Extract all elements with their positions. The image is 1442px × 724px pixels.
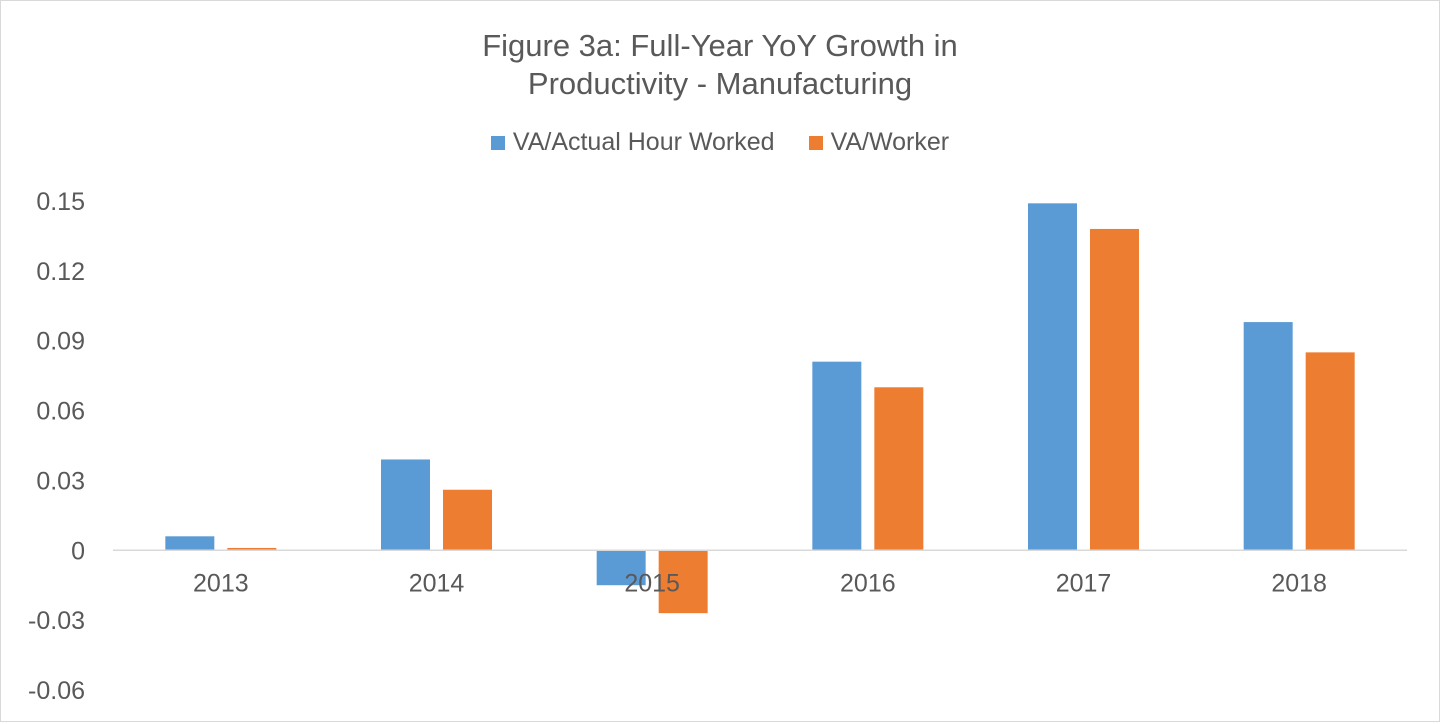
y-tick-label: 0.15 xyxy=(36,188,85,216)
bar-va-worker-2014 xyxy=(443,489,492,551)
legend-swatch-va-per-hour xyxy=(490,135,505,150)
bar-va-worker-2015 xyxy=(658,550,708,614)
y-tick-label: 0.06 xyxy=(36,398,85,426)
legend-label-va-per-hour: VA/Actual Hour Worked xyxy=(512,128,775,156)
bar-va-actual-hour-worked-2014 xyxy=(381,459,430,551)
bar-va-actual-hour-worked-2015 xyxy=(596,550,646,586)
x-tick-label: 2018 xyxy=(1271,569,1327,597)
chart-title-line-1: Figure 3a: Full-Year YoY Growth in xyxy=(482,28,958,63)
x-tick-label: 2013 xyxy=(193,569,249,597)
y-tick-label: 0.12 xyxy=(36,258,85,286)
legend-item-va-per-hour: VA/Actual Hour Worked xyxy=(490,128,775,157)
bar-va-actual-hour-worked-2016 xyxy=(812,361,862,551)
bar-va-actual-hour-worked-2018 xyxy=(1243,322,1293,551)
y-tick-label: -0.06 xyxy=(28,677,85,705)
legend-swatch-va-per-worker xyxy=(808,135,823,150)
x-tick-label: 2017 xyxy=(1056,569,1112,597)
bar-va-actual-hour-worked-2013 xyxy=(165,536,215,551)
legend-item-va-per-worker: VA/Worker xyxy=(808,128,950,157)
x-tick-label: 2015 xyxy=(624,569,680,597)
x-tick-label: 2014 xyxy=(409,569,465,597)
y-tick-label: 0 xyxy=(71,537,85,565)
bar-va-worker-2018 xyxy=(1305,352,1355,551)
x-tick-label: 2016 xyxy=(840,569,896,597)
bar-va-worker-2013 xyxy=(227,547,277,551)
chart-title: Figure 3a: Full-Year YoY Growth in Produ… xyxy=(1,27,1439,103)
chart-title-line-2: Productivity - Manufacturing xyxy=(527,66,913,101)
y-tick-label: -0.03 xyxy=(28,607,85,635)
bar-va-worker-2016 xyxy=(874,387,924,551)
legend: VA/Actual Hour Worked VA/Worker xyxy=(1,128,1439,157)
y-tick-label: 0.09 xyxy=(36,328,85,356)
y-tick-label: 0.03 xyxy=(36,467,85,495)
legend-label-va-per-worker: VA/Worker xyxy=(830,128,950,156)
bar-va-worker-2017 xyxy=(1090,228,1139,551)
bar-va-actual-hour-worked-2017 xyxy=(1028,203,1077,551)
